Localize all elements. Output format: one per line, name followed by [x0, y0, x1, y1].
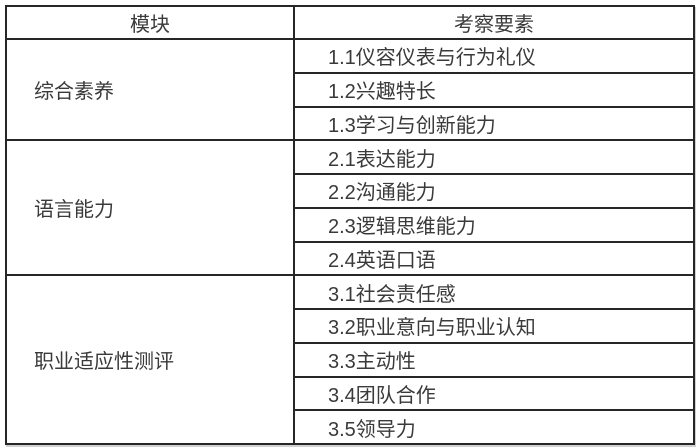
table-row: 语言能力 2.1表达能力 — [5, 139, 695, 277]
table-row: 2.2沟通能力 — [6, 173, 695, 209]
module-cell: 综合素养 — [5, 37, 295, 142]
table-row: 3.5领导力 — [6, 409, 695, 445]
element-cell: 3.3主动性 — [293, 341, 695, 378]
header-row: 模块 考察要素 — [5, 5, 695, 40]
table-row: 职业适应性测评 3.1社会责任感 — [5, 274, 695, 445]
table-row: 2.3逻辑思维能力 — [6, 206, 695, 243]
table-row: 综合素养 1.1仪容仪表与行为礼仪 — [5, 37, 695, 142]
module-cell: 职业适应性测评 — [5, 274, 295, 445]
element-cell: 3.2职业意向与职业认知 — [293, 308, 695, 344]
table-row: 1.2兴趣特长 — [6, 71, 695, 108]
element-cell: 1.1仪容仪表与行为礼仪 — [293, 38, 695, 74]
element-cell: 2.3逻辑思维能力 — [293, 206, 695, 243]
element-cell: 1.2兴趣特长 — [293, 71, 695, 108]
element-cell: 3.4团队合作 — [293, 375, 695, 412]
column-header-module: 模块 — [5, 5, 295, 40]
table-row: 3.2职业意向与职业认知 — [6, 308, 695, 344]
table-body: 综合素养 1.1仪容仪表与行为礼仪 1.2兴趣特长 1.3学习与创新能力 语言能力 2.1… — [5, 37, 695, 445]
element-cell: 2.2沟通能力 — [293, 173, 695, 209]
table-row: 3.3主动性 — [6, 341, 695, 378]
table-row: 1.3学习与创新能力 — [6, 105, 695, 142]
assessment-table: 模块 考察要素 综合素养 1.1仪容仪表与行为礼仪 1.2兴趣特长 1.3学习与创新能… — [5, 5, 695, 445]
element-cell: 3.5领导力 — [293, 409, 695, 445]
table-row: 3.4团队合作 — [6, 375, 695, 412]
column-header-elements: 考察要素 — [293, 5, 695, 40]
element-cell: 2.1表达能力 — [293, 139, 695, 175]
element-cell: 2.4英语口语 — [293, 240, 695, 277]
module-cell: 语言能力 — [5, 139, 295, 277]
table-row: 2.4英语口语 — [6, 240, 695, 277]
element-cell: 1.3学习与创新能力 — [293, 105, 695, 142]
element-cell: 3.1社会责任感 — [293, 274, 695, 310]
